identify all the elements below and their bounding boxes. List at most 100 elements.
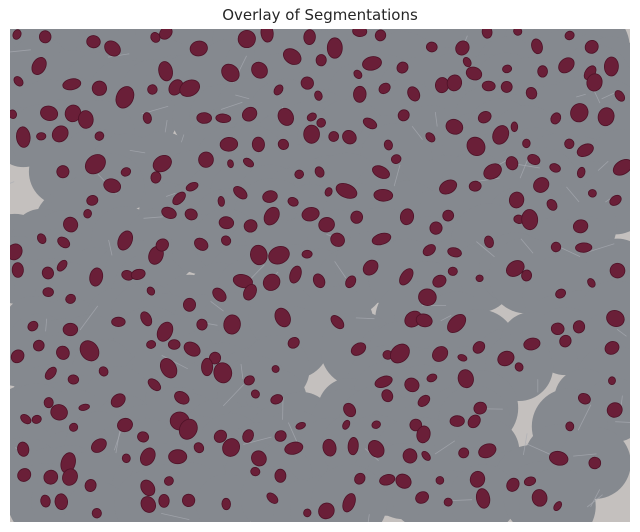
nucleus [523, 337, 541, 351]
nucleus [274, 430, 287, 442]
nucleus [326, 37, 343, 59]
nucleus [314, 90, 323, 101]
nucleus [546, 199, 558, 211]
fiber-streak [573, 453, 597, 457]
nucleus [17, 441, 30, 457]
nucleus [274, 468, 287, 483]
fiber-streak [526, 443, 554, 457]
nucleus [250, 466, 261, 477]
nucleus [389, 343, 410, 364]
nucleus [287, 196, 299, 207]
nucleus [56, 259, 68, 272]
nucleus [303, 508, 312, 518]
nucleus [603, 56, 619, 77]
fiber-streak [367, 514, 370, 522]
nucleus [12, 29, 22, 40]
nucleus [418, 288, 437, 306]
nucleus [237, 29, 256, 49]
nucleus [294, 169, 304, 179]
fiber-streak [440, 315, 452, 322]
nucleus [475, 274, 484, 283]
nucleus [31, 414, 42, 424]
nucleus [367, 440, 385, 458]
nucleus [550, 112, 562, 125]
nucleus [215, 113, 232, 124]
nucleus [345, 275, 357, 289]
fiber-streak [597, 160, 609, 171]
nucleus [223, 314, 241, 335]
nucleus [213, 429, 227, 443]
segmentation-overlay-image [10, 29, 630, 522]
nucleus [343, 402, 357, 418]
nucleus [466, 136, 486, 157]
nucleus [284, 441, 304, 455]
nucleus [350, 342, 367, 356]
nucleus [330, 315, 345, 330]
nucleus [372, 165, 390, 179]
fiber-streak [616, 328, 627, 337]
nucleus [218, 216, 235, 230]
nucleus [89, 267, 104, 287]
nucleus [378, 82, 391, 95]
nucleus [478, 443, 497, 459]
nucleus [447, 313, 467, 334]
nucleus [457, 354, 468, 362]
nucleus [521, 209, 539, 231]
nucleus [137, 431, 150, 443]
nucleus [42, 287, 54, 298]
nucleus [353, 85, 367, 103]
nucleus [13, 76, 24, 87]
nucleus [362, 117, 378, 130]
nucleus [373, 188, 394, 202]
fiber-streak [393, 164, 401, 187]
nucleus [11, 262, 24, 278]
nucleus [564, 30, 575, 41]
nucleus [117, 230, 134, 251]
nucleus [31, 57, 47, 75]
nucleus [415, 491, 429, 504]
nucleus [399, 268, 414, 286]
fiber-streak [45, 318, 48, 332]
nucleus [140, 311, 153, 327]
nucleus [300, 76, 314, 90]
fiber-streak [243, 436, 272, 445]
nucleus [158, 61, 173, 82]
nucleus [432, 274, 447, 288]
nucleus [142, 112, 152, 124]
nuclei-layer [10, 29, 630, 520]
nucleus [537, 65, 548, 78]
nucleus [531, 489, 548, 507]
nucleus [287, 336, 300, 349]
nucleus [57, 236, 71, 249]
nucleus [33, 339, 45, 352]
nucleus [98, 366, 109, 377]
fiber-streak [334, 261, 347, 279]
nucleus [572, 219, 589, 234]
nucleus [425, 132, 436, 143]
nucleus [182, 493, 196, 507]
nucleus [251, 450, 267, 467]
nucleus [374, 29, 387, 42]
nucleus [608, 376, 616, 385]
nucleus [354, 472, 366, 485]
fiber-streak [79, 305, 99, 331]
nucleus [342, 130, 357, 145]
nucleus [67, 374, 80, 385]
nucleus [303, 124, 320, 144]
nucleus [447, 247, 462, 258]
fiber-streak [519, 157, 529, 179]
nucleus [194, 237, 209, 251]
nucleus [110, 393, 126, 408]
nucleus [342, 493, 356, 513]
fiber-streak [10, 49, 31, 53]
nucleus [250, 244, 268, 266]
nucleus [597, 107, 615, 127]
nucleus [163, 476, 174, 486]
nucleus [146, 286, 156, 296]
nucleus [404, 377, 420, 393]
nucleus [174, 391, 190, 405]
nucleus [69, 422, 79, 432]
nucleus [262, 190, 278, 203]
nucleus [523, 476, 537, 487]
nucleus [242, 429, 254, 443]
